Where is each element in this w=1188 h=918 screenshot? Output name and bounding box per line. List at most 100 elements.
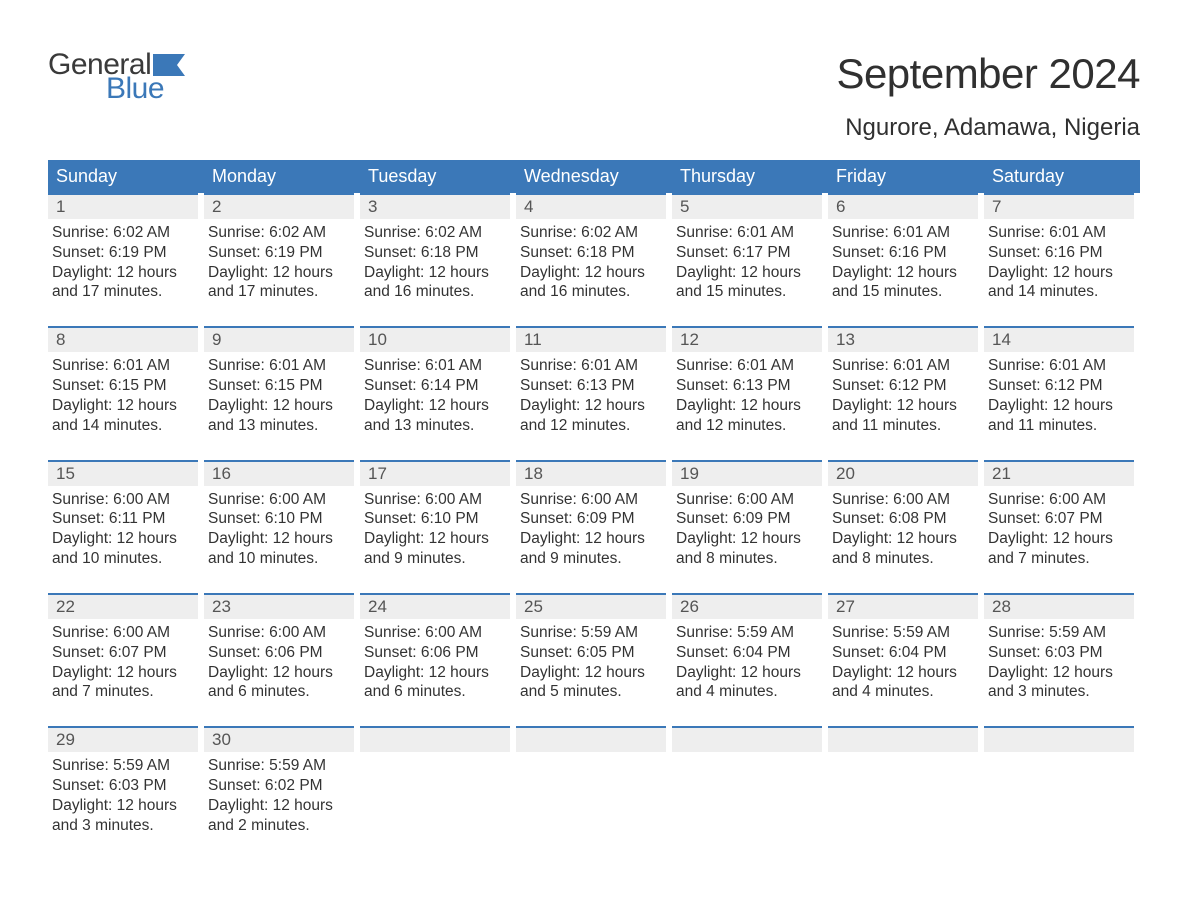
day-number: 18 [516, 460, 666, 486]
day-number: 16 [204, 460, 354, 486]
sunset-line: Sunset: 6:18 PM [520, 243, 664, 263]
day-cell [828, 726, 984, 835]
sunset-line: Sunset: 6:15 PM [208, 376, 352, 396]
day-cell: 19Sunrise: 6:00 AMSunset: 6:09 PMDayligh… [672, 460, 828, 569]
day-body: Sunrise: 6:01 AMSunset: 6:13 PMDaylight:… [516, 352, 666, 435]
daylight-line: Daylight: 12 hours and 17 minutes. [208, 263, 352, 303]
day-number: 22 [48, 593, 198, 619]
daylight-line: Daylight: 12 hours and 13 minutes. [364, 396, 508, 436]
day-body: Sunrise: 5:59 AMSunset: 6:02 PMDaylight:… [204, 752, 354, 835]
day-body: Sunrise: 6:01 AMSunset: 6:16 PMDaylight:… [984, 219, 1134, 302]
day-cell: 10Sunrise: 6:01 AMSunset: 6:14 PMDayligh… [360, 326, 516, 435]
day-body: Sunrise: 6:00 AMSunset: 6:09 PMDaylight:… [516, 486, 666, 569]
sunset-line: Sunset: 6:04 PM [832, 643, 976, 663]
weekday-saturday: Saturday [984, 160, 1140, 193]
sunrise-line: Sunrise: 6:01 AM [676, 356, 820, 376]
daylight-line: Daylight: 12 hours and 11 minutes. [832, 396, 976, 436]
day-number: 14 [984, 326, 1134, 352]
sunset-line: Sunset: 6:03 PM [988, 643, 1132, 663]
sunrise-line: Sunrise: 6:00 AM [364, 490, 508, 510]
day-body: Sunrise: 6:00 AMSunset: 6:09 PMDaylight:… [672, 486, 822, 569]
day-body: Sunrise: 6:00 AMSunset: 6:10 PMDaylight:… [360, 486, 510, 569]
sunset-line: Sunset: 6:07 PM [52, 643, 196, 663]
sunrise-line: Sunrise: 6:00 AM [832, 490, 976, 510]
day-cell: 9Sunrise: 6:01 AMSunset: 6:15 PMDaylight… [204, 326, 360, 435]
day-body: Sunrise: 6:00 AMSunset: 6:08 PMDaylight:… [828, 486, 978, 569]
sunset-line: Sunset: 6:13 PM [676, 376, 820, 396]
day-cell: 12 Sunrise: 6:01 AMSunset: 6:13 PMDayligh… [672, 326, 828, 435]
day-cell: 6Sunrise: 6:01 AMSunset: 6:16 PMDaylight… [828, 193, 984, 302]
sunrise-line: Sunrise: 6:00 AM [52, 623, 196, 643]
day-number: 10 [360, 326, 510, 352]
daylight-line: Daylight: 12 hours and 7 minutes. [52, 663, 196, 703]
day-number: 5 [672, 193, 822, 219]
sunset-line: Sunset: 6:19 PM [208, 243, 352, 263]
day-cell [984, 726, 1140, 835]
day-cell: 11Sunrise: 6:01 AMSunset: 6:13 PMDayligh… [516, 326, 672, 435]
day-empty [360, 726, 510, 752]
day-cell: 18Sunrise: 6:00 AMSunset: 6:09 PMDayligh… [516, 460, 672, 569]
daylight-line: Daylight: 12 hours and 10 minutes. [52, 529, 196, 569]
day-number: 24 [360, 593, 510, 619]
day-body: Sunrise: 5:59 AMSunset: 6:04 PMDaylight:… [672, 619, 822, 702]
sunrise-line: Sunrise: 6:00 AM [364, 623, 508, 643]
day-cell: 17Sunrise: 6:00 AMSunset: 6:10 PMDayligh… [360, 460, 516, 569]
sunset-line: Sunset: 6:10 PM [364, 509, 508, 529]
day-number: 28 [984, 593, 1134, 619]
sunset-line: Sunset: 6:09 PM [676, 509, 820, 529]
sunset-line: Sunset: 6:16 PM [988, 243, 1132, 263]
day-number: 19 [672, 460, 822, 486]
day-number: 26 [672, 593, 822, 619]
week-row: 15Sunrise: 6:00 AMSunset: 6:11 PMDayligh… [48, 460, 1140, 569]
sunrise-line: Sunrise: 6:02 AM [208, 223, 352, 243]
daylight-line: Daylight: 12 hours and 13 minutes. [208, 396, 352, 436]
day-cell: 23Sunrise: 6:00 AMSunset: 6:06 PMDayligh… [204, 593, 360, 702]
daylight-line: Daylight: 12 hours and 5 minutes. [520, 663, 664, 703]
day-cell: 28Sunrise: 5:59 AMSunset: 6:03 PMDayligh… [984, 593, 1140, 702]
daylight-line: Daylight: 12 hours and 2 minutes. [208, 796, 352, 836]
day-body: Sunrise: 6:01 AMSunset: 6:16 PMDaylight:… [828, 219, 978, 302]
daylight-line: Daylight: 12 hours and 12 minutes. [676, 396, 820, 436]
sunrise-line: Sunrise: 6:01 AM [676, 223, 820, 243]
day-cell: 25Sunrise: 5:59 AMSunset: 6:05 PMDayligh… [516, 593, 672, 702]
sunrise-line: Sunrise: 5:59 AM [988, 623, 1132, 643]
day-number: 15 [48, 460, 198, 486]
day-cell: 3Sunrise: 6:02 AMSunset: 6:18 PMDaylight… [360, 193, 516, 302]
weekday-friday: Friday [828, 160, 984, 193]
day-number: 27 [828, 593, 978, 619]
title-block: September 2024 Ngurore, Adamawa, Nigeria [836, 50, 1140, 154]
day-number: 29 [48, 726, 198, 752]
daylight-line: Daylight: 12 hours and 15 minutes. [676, 263, 820, 303]
sunset-line: Sunset: 6:15 PM [52, 376, 196, 396]
day-cell: 26Sunrise: 5:59 AMSunset: 6:04 PMDayligh… [672, 593, 828, 702]
location: Ngurore, Adamawa, Nigeria [836, 114, 1140, 142]
sunrise-line: Sunrise: 6:01 AM [988, 356, 1132, 376]
sunrise-line: Sunrise: 6:00 AM [676, 490, 820, 510]
daylight-line: Daylight: 12 hours and 8 minutes. [676, 529, 820, 569]
daylight-line: Daylight: 12 hours and 16 minutes. [520, 263, 664, 303]
day-body: Sunrise: 6:00 AMSunset: 6:06 PMDaylight:… [360, 619, 510, 702]
day-cell: 15Sunrise: 6:00 AMSunset: 6:11 PMDayligh… [48, 460, 204, 569]
day-cell [516, 726, 672, 835]
day-number: 2 [204, 193, 354, 219]
sunset-line: Sunset: 6:04 PM [676, 643, 820, 663]
day-cell: 5Sunrise: 6:01 AMSunset: 6:17 PMDaylight… [672, 193, 828, 302]
sunset-line: Sunset: 6:07 PM [988, 509, 1132, 529]
sunrise-line: Sunrise: 5:59 AM [832, 623, 976, 643]
day-cell: 20Sunrise: 6:00 AMSunset: 6:08 PMDayligh… [828, 460, 984, 569]
day-body: Sunrise: 6:01 AMSunset: 6:15 PMDaylight:… [48, 352, 198, 435]
day-cell: 22 Sunrise: 6:00 AMSunset: 6:07 PMDayligh… [48, 593, 204, 702]
sunrise-line: Sunrise: 5:59 AM [52, 756, 196, 776]
day-cell [672, 726, 828, 835]
month-title: September 2024 [836, 50, 1140, 98]
sunrise-line: Sunrise: 6:01 AM [52, 356, 196, 376]
day-number: 12 [672, 326, 822, 352]
sunset-line: Sunset: 6:02 PM [208, 776, 352, 796]
day-number: 25 [516, 593, 666, 619]
weekday-wednesday: Wednesday [516, 160, 672, 193]
daylight-line: Daylight: 12 hours and 4 minutes. [676, 663, 820, 703]
logo: General Blue [48, 50, 185, 104]
day-body: Sunrise: 6:01 AMSunset: 6:12 PMDaylight:… [984, 352, 1134, 435]
day-number: 9 [204, 326, 354, 352]
sunset-line: Sunset: 6:09 PM [520, 509, 664, 529]
